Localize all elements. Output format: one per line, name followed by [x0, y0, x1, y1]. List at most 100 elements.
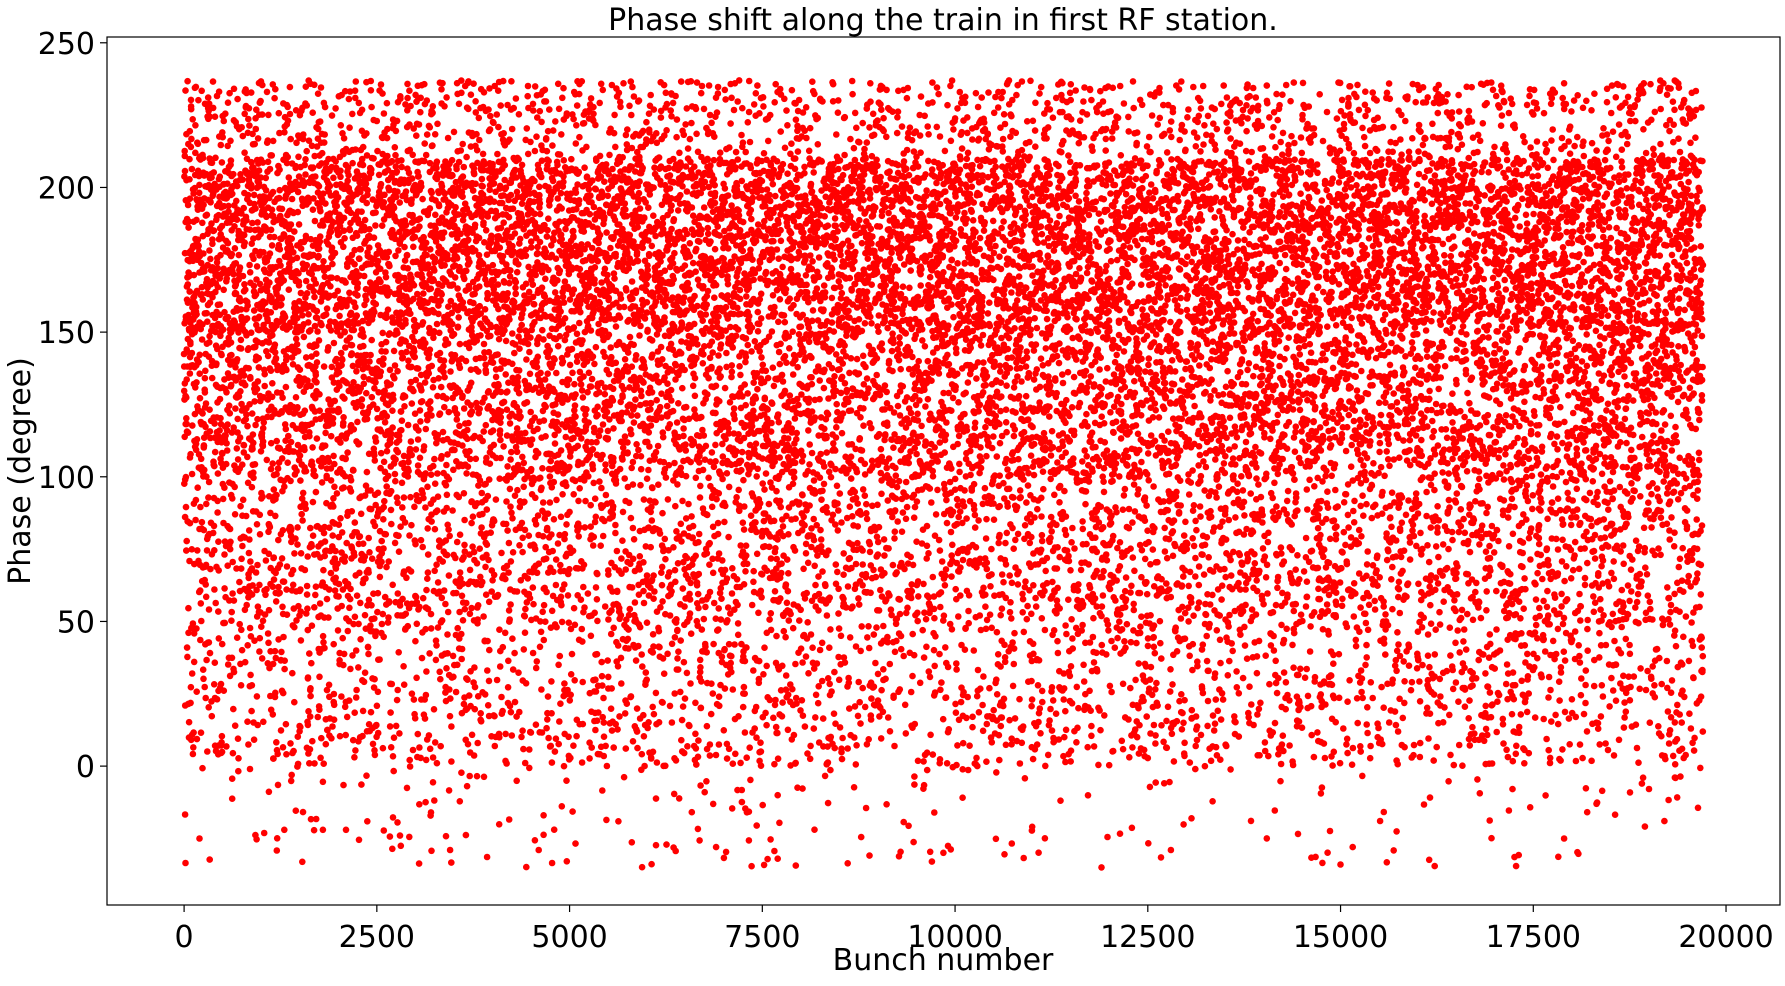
data-point — [209, 529, 217, 537]
data-point — [305, 311, 312, 318]
data-point — [443, 491, 451, 499]
data-point — [465, 692, 473, 699]
data-point — [355, 620, 362, 628]
data-point — [320, 529, 328, 537]
data-point — [400, 494, 408, 501]
data-point — [473, 130, 480, 138]
data-point — [472, 455, 480, 463]
data-point — [328, 735, 335, 742]
data-point — [471, 705, 479, 713]
data-point — [549, 177, 557, 185]
data-point — [320, 363, 328, 370]
data-point — [286, 83, 294, 91]
data-point — [408, 175, 416, 182]
data-point — [434, 579, 442, 586]
data-point — [230, 170, 237, 178]
data-point — [520, 745, 527, 753]
data-point — [408, 690, 416, 697]
data-point — [206, 299, 214, 307]
data-point — [431, 797, 438, 804]
data-point — [370, 155, 377, 162]
data-point — [549, 547, 556, 555]
data-point — [442, 482, 450, 489]
data-point — [250, 474, 257, 482]
data-point — [490, 180, 498, 187]
data-point — [556, 151, 564, 158]
data-point — [523, 125, 531, 132]
data-point — [279, 689, 287, 697]
data-point — [267, 367, 275, 375]
data-point — [396, 730, 403, 737]
data-point — [297, 477, 304, 484]
data-point — [243, 411, 250, 418]
data-point — [561, 581, 568, 588]
data-point — [459, 392, 466, 400]
data-point — [297, 637, 305, 644]
data-point — [183, 415, 190, 422]
data-point — [460, 554, 467, 561]
data-point — [434, 507, 441, 514]
data-point — [210, 169, 218, 176]
data-point — [513, 588, 521, 595]
data-point — [381, 497, 388, 505]
data-point — [351, 87, 359, 94]
data-point — [201, 683, 208, 691]
data-point — [311, 81, 318, 89]
data-point — [248, 483, 256, 491]
data-point — [499, 77, 507, 85]
data-point — [315, 252, 322, 260]
data-point — [186, 557, 193, 565]
data-point — [196, 181, 203, 189]
data-point — [241, 149, 248, 156]
data-point — [389, 424, 396, 431]
data-point — [389, 845, 396, 853]
data-point — [468, 731, 476, 739]
data-point — [181, 811, 189, 818]
data-point — [255, 313, 263, 321]
data-point — [519, 548, 526, 556]
data-point — [515, 367, 523, 374]
data-point — [322, 200, 329, 207]
data-point — [478, 489, 486, 497]
data-point — [385, 598, 393, 605]
data-point — [323, 305, 331, 312]
data-point — [195, 96, 202, 104]
data-point — [319, 632, 327, 640]
data-point — [198, 87, 205, 95]
data-point — [453, 589, 460, 597]
data-point — [505, 607, 513, 614]
data-point — [554, 80, 562, 88]
data-point — [423, 97, 431, 104]
data-point — [236, 434, 244, 441]
data-point — [491, 712, 498, 720]
data-point — [433, 164, 440, 172]
data-point — [205, 478, 213, 486]
data-point — [506, 279, 513, 287]
data-point — [483, 541, 491, 548]
data-point — [320, 566, 327, 574]
data-point — [557, 308, 564, 315]
data-point — [533, 569, 541, 577]
data-point — [484, 667, 491, 674]
data-point — [506, 136, 513, 143]
data-point — [551, 356, 558, 363]
data-point — [189, 422, 196, 429]
data-point — [431, 267, 438, 274]
data-point — [522, 280, 530, 288]
data-point — [285, 286, 293, 294]
data-point — [397, 95, 404, 102]
data-point — [536, 200, 544, 207]
data-point — [363, 296, 370, 304]
data-point — [290, 249, 297, 256]
data-point — [515, 156, 522, 163]
data-point — [253, 693, 261, 700]
data-point — [477, 718, 485, 725]
data-point — [464, 676, 471, 683]
data-point — [268, 206, 276, 214]
data-point — [534, 425, 541, 433]
data-point — [253, 263, 261, 270]
data-point — [407, 493, 414, 501]
data-point — [368, 393, 376, 401]
data-point — [467, 379, 475, 387]
data-point — [516, 345, 523, 353]
